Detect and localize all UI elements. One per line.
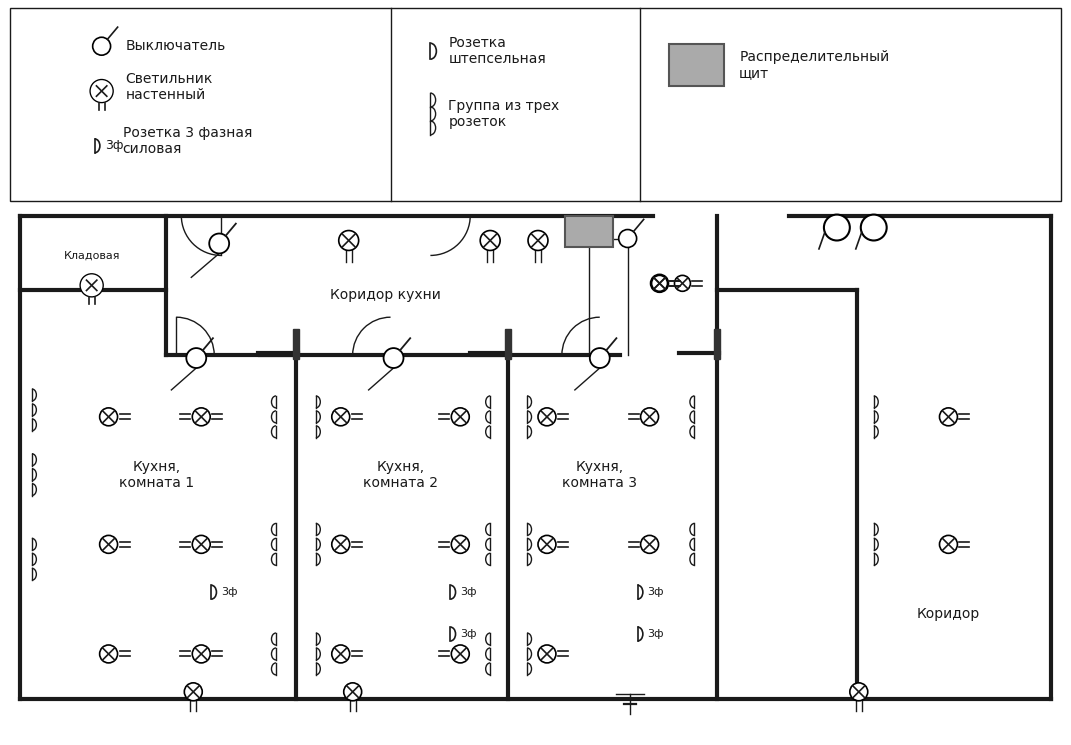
Text: 3ф: 3ф (461, 629, 477, 639)
Circle shape (528, 230, 548, 250)
Circle shape (100, 536, 118, 554)
Circle shape (651, 276, 667, 291)
Text: 3ф: 3ф (648, 587, 664, 597)
Circle shape (332, 408, 350, 426)
Text: Группа из трех
розеток: Группа из трех розеток (449, 99, 559, 129)
Text: 3ф: 3ф (648, 629, 664, 639)
Text: Коридор: Коридор (917, 607, 980, 621)
Text: Розетка 3 фазная
силовая: Розетка 3 фазная силовая (122, 126, 252, 156)
Circle shape (383, 348, 404, 368)
Text: Выключатель: Выключатель (125, 39, 226, 53)
Circle shape (538, 645, 556, 663)
Text: Распределительный
щит: Распределительный щит (739, 50, 890, 80)
Circle shape (100, 645, 118, 663)
Circle shape (338, 230, 359, 250)
Circle shape (538, 408, 556, 426)
Circle shape (640, 408, 659, 426)
Circle shape (90, 80, 114, 103)
Bar (669, 44, 724, 86)
Circle shape (451, 408, 469, 426)
Circle shape (590, 348, 609, 368)
Text: Светильник
настенный: Светильник настенный (125, 72, 213, 102)
Text: 3ф: 3ф (105, 139, 123, 152)
Circle shape (193, 536, 210, 554)
Circle shape (640, 536, 659, 554)
Circle shape (93, 37, 110, 55)
Bar (292, 329, 299, 359)
Circle shape (619, 229, 636, 247)
Circle shape (80, 273, 103, 297)
Circle shape (93, 83, 109, 99)
Circle shape (209, 233, 229, 253)
Circle shape (332, 645, 350, 663)
Circle shape (332, 536, 350, 554)
Circle shape (193, 645, 210, 663)
Circle shape (849, 683, 868, 701)
Bar (506, 329, 511, 359)
Circle shape (824, 215, 849, 241)
Text: Коридор кухни: Коридор кухни (330, 288, 441, 302)
Circle shape (650, 274, 668, 292)
Text: Кухня,
комната 1: Кухня, комната 1 (119, 460, 194, 489)
Circle shape (451, 645, 469, 663)
Text: 3ф: 3ф (222, 587, 238, 597)
Circle shape (84, 277, 100, 294)
Circle shape (861, 215, 887, 241)
Circle shape (100, 408, 118, 426)
Circle shape (184, 683, 202, 701)
Circle shape (193, 408, 210, 426)
Text: Кухня,
комната 3: Кухня, комната 3 (562, 460, 637, 489)
Text: Розетка
штепсельная: Розетка штепсельная (449, 36, 546, 66)
Text: Кухня,
комната 2: Кухня, комната 2 (363, 460, 438, 489)
Circle shape (538, 536, 556, 554)
Bar (10, 8, 1061, 200)
Bar (564, 215, 613, 247)
Circle shape (939, 536, 957, 554)
Circle shape (344, 683, 362, 701)
Text: Кладовая: Кладовая (63, 250, 120, 261)
Circle shape (186, 348, 207, 368)
Circle shape (675, 276, 691, 291)
Circle shape (939, 408, 957, 426)
Circle shape (480, 230, 500, 250)
Text: 3ф: 3ф (461, 587, 477, 597)
Bar (714, 329, 721, 359)
Circle shape (451, 536, 469, 554)
